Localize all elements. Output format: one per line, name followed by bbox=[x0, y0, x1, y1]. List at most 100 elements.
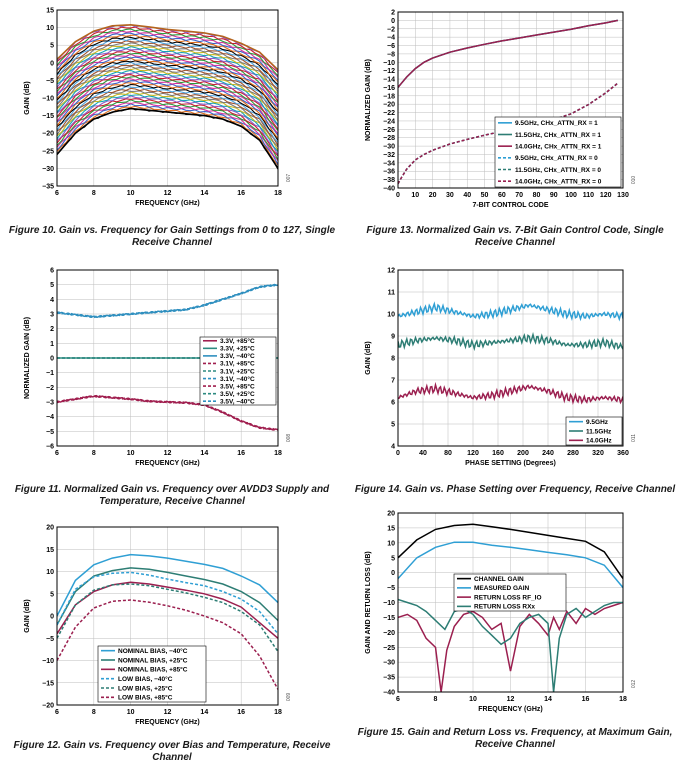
fig13-y-tick-label: −18 bbox=[383, 93, 395, 100]
fig15-x-tick-label: 12 bbox=[507, 696, 515, 703]
fig14-x-axis-label: PHASE SETTING (Degrees) bbox=[465, 460, 556, 467]
fig15-plot-area bbox=[398, 523, 623, 692]
fig15-y-tick-label: −25 bbox=[383, 645, 395, 652]
fig13-legend-label: 11.5GHz, CHx_ATTN_RX = 1 bbox=[515, 132, 601, 139]
fig10-x-tick-label: 16 bbox=[237, 190, 245, 197]
fig11-x-axis-label: FREQUENCY (GHz) bbox=[135, 460, 199, 467]
fig11-x-tick-label: 8 bbox=[92, 450, 96, 457]
fig12-x-tick-label: 12 bbox=[164, 709, 172, 716]
fig12-y-tick-label: −10 bbox=[42, 658, 54, 665]
fig15-y-tick-label: 15 bbox=[387, 525, 395, 532]
fig11-y-tick-label: 2 bbox=[50, 326, 54, 333]
fig12-x-tick-label: 10 bbox=[127, 709, 135, 716]
fig13-x-tick-label: 50 bbox=[481, 192, 489, 199]
fig12-series-line bbox=[57, 581, 278, 639]
fig11-figure-code: 008 bbox=[286, 434, 292, 443]
fig10-x-tick-label: 18 bbox=[274, 190, 282, 197]
fig15-y-tick-label: −40 bbox=[383, 690, 395, 697]
fig14-y-tick-label: 8 bbox=[391, 356, 395, 363]
fig11-x-tick-label: 14 bbox=[200, 450, 208, 457]
fig13-legend-label: 9.5GHz, CHx_ATTN_RX = 0 bbox=[515, 155, 598, 162]
fig13-plot-area bbox=[398, 19, 619, 185]
fig14-x-tick-label: 40 bbox=[419, 450, 427, 457]
fig15-legend-label: RETURN LOSS RXx bbox=[474, 604, 535, 611]
fig14-y-tick-label: 4 bbox=[391, 444, 395, 451]
fig15-y-tick-label: 10 bbox=[387, 540, 395, 547]
fig10-x-tick-label: 6 bbox=[55, 190, 59, 197]
fig12-y-tick-label: 20 bbox=[46, 525, 54, 532]
fig13-y-tick-label: −24 bbox=[383, 118, 395, 125]
fig15-y-tick-label: −10 bbox=[383, 600, 395, 607]
fig14-plot-area bbox=[398, 301, 623, 405]
fig12-x-axis-label: FREQUENCY (GHz) bbox=[135, 719, 199, 726]
fig12-y-tick-label: −5 bbox=[46, 636, 54, 643]
fig14-series-line bbox=[398, 301, 623, 322]
fig10-gain-curve bbox=[57, 103, 278, 165]
fig13-y-tick-label: −6 bbox=[387, 43, 395, 50]
fig10-min-curve bbox=[57, 107, 278, 169]
fig13-x-tick-label: 110 bbox=[583, 192, 594, 199]
fig11-series-line bbox=[57, 283, 278, 318]
fig15-legend-box bbox=[453, 573, 567, 612]
fig15-x-tick-label: 14 bbox=[544, 696, 552, 703]
fig13-x-tick-label: 0 bbox=[396, 192, 400, 199]
fig15-plot-frame bbox=[397, 512, 624, 693]
fig11-y-tick-label: 4 bbox=[50, 297, 54, 304]
fig10-figure-code: 007 bbox=[286, 174, 292, 183]
fig15-x-tick-label: 10 bbox=[469, 696, 477, 703]
fig12-y-tick-label: 0 bbox=[50, 614, 54, 621]
fig10-x-tick-label: 14 bbox=[200, 190, 208, 197]
caption-fig15: Figure 15. Gain and Return Loss vs. Freq… bbox=[357, 727, 673, 750]
fig13-x-tick-label: 40 bbox=[463, 192, 471, 199]
fig13-y-tick-label: −26 bbox=[383, 127, 395, 134]
fig11-y-axis-label: NORMALIZED GAIN (dB) bbox=[24, 317, 31, 399]
fig13-x-tick-label: 80 bbox=[533, 192, 541, 199]
fig15-legend-label: MEASURED GAIN bbox=[474, 585, 530, 592]
fig13-y-tick-label: −4 bbox=[387, 35, 395, 42]
fig12-legend-label: NOMINAL BIAS, +25°C bbox=[118, 656, 188, 664]
fig14-x-tick-label: 160 bbox=[492, 450, 504, 457]
fig10-y-tick-label: 0 bbox=[50, 60, 54, 67]
fig11-y-tick-label: 3 bbox=[50, 312, 54, 319]
fig13-legend-label: 14.0GHz, CHx_ATTN_RX = 1 bbox=[515, 143, 602, 150]
fig11-x-tick-label: 18 bbox=[274, 450, 282, 457]
fig11-legend-label: 3.1V, −40°C bbox=[220, 375, 255, 383]
caption-fig12: Figure 12. Gain vs. Frequency over Bias … bbox=[13, 740, 331, 763]
fig12-plot-frame bbox=[56, 526, 279, 706]
fig13-y-tick-label: −10 bbox=[383, 60, 395, 67]
fig13-y-tick-label: 2 bbox=[391, 10, 395, 17]
fig10-plot-frame bbox=[56, 9, 279, 187]
fig12-y-axis-label: GAIN (dB) bbox=[24, 599, 31, 632]
fig11-legend-label: 3.5V, −40°C bbox=[220, 398, 255, 406]
fig13-legend: 9.5GHz, CHx_ATTN_RX = 1 11.5GHz, CHx_ATTN… bbox=[494, 116, 622, 188]
fig10-y-tick-label: 5 bbox=[50, 43, 54, 50]
fig13-x-tick-label: 70 bbox=[515, 192, 523, 199]
fig14-y-tick-label: 11 bbox=[388, 290, 396, 297]
caption-fig13: Figure 13. Normalized Gain vs. 7-Bit Gai… bbox=[366, 225, 664, 248]
fig12-series-line bbox=[57, 583, 278, 653]
fig10-x-tick-label: 12 bbox=[164, 190, 172, 197]
fig12-series-line bbox=[57, 553, 278, 617]
fig11-series-line bbox=[57, 395, 278, 431]
fig11-series-line bbox=[57, 394, 278, 431]
fig14-y-tick-label: 7 bbox=[391, 378, 395, 385]
fig13-x-tick-label: 30 bbox=[446, 192, 454, 199]
fig10-gain-curve bbox=[57, 38, 278, 88]
fig12-legend-box bbox=[97, 645, 207, 703]
fig14-legend-label: 9.5GHz bbox=[586, 419, 609, 426]
fig15-x-axis-label: FREQUENCY (GHz) bbox=[478, 706, 542, 713]
fig12-legend-label: NOMINAL BIAS, −40°C bbox=[118, 647, 188, 655]
fig13-legend-label: 14.0GHz, CHx_ATTN_RX = 0 bbox=[515, 178, 602, 185]
fig14-y-axis-label: GAIN (dB) bbox=[365, 341, 372, 374]
fig12-x-tick-label: 6 bbox=[55, 709, 59, 716]
fig13-y-tick-label: −16 bbox=[383, 85, 395, 92]
fig10-y-tick-label: 15 bbox=[46, 8, 54, 15]
fig13-y-tick-label: −36 bbox=[383, 169, 395, 176]
fig14-plot-frame bbox=[397, 269, 624, 447]
fig14-figure-code: 011 bbox=[631, 434, 637, 442]
fig10-gain-curve bbox=[57, 53, 278, 107]
fig13-y-tick-label: −38 bbox=[383, 177, 395, 184]
fig11-y-tick-label: 0 bbox=[50, 356, 54, 363]
fig12-x-tick-label: 14 bbox=[200, 709, 208, 716]
fig10-y-tick-label: −5 bbox=[46, 78, 54, 85]
